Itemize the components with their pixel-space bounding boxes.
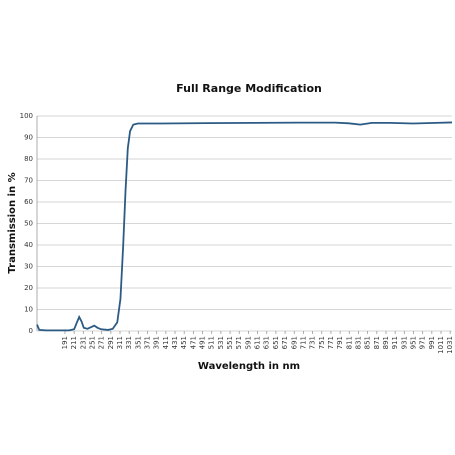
y-tick-label: 10 <box>24 306 33 314</box>
x-tick-label: 951 <box>409 336 417 349</box>
y-tick-label: 40 <box>24 241 33 249</box>
x-axis-title: Wavelength in nm <box>198 361 300 372</box>
x-tick-label: 691 <box>290 336 298 349</box>
x-tick-label: 871 <box>373 336 381 349</box>
x-tick-label: 431 <box>171 336 179 349</box>
x-tick-label: 291 <box>107 336 115 349</box>
x-tick-label: 651 <box>272 336 280 349</box>
y-tick-label: 90 <box>24 134 33 142</box>
x-tick-label: 731 <box>309 336 317 349</box>
y-tick-label: 100 <box>20 112 33 120</box>
x-tick-label: 491 <box>199 336 207 349</box>
x-tick-label: 711 <box>299 336 307 349</box>
x-tick-label: 391 <box>153 336 161 349</box>
x-tick-label: 371 <box>144 336 152 349</box>
x-tick-label: 311 <box>116 336 124 349</box>
line-series <box>36 121 453 332</box>
x-tick-label: 671 <box>281 336 289 349</box>
chart-title: Full Range Modification <box>176 82 322 95</box>
y-tick-label: 70 <box>24 177 33 185</box>
x-tick-label: 791 <box>336 336 344 349</box>
x-tick-label: 751 <box>318 336 326 349</box>
x-tick-label: 211 <box>70 336 78 349</box>
x-tick-label: 991 <box>428 336 436 349</box>
x-tick-label: 451 <box>180 336 188 349</box>
y-tick-label: 60 <box>24 198 33 206</box>
y-tick-label: 0 <box>29 327 33 335</box>
x-tick-label: 811 <box>345 336 353 349</box>
x-tick-label: 551 <box>226 336 234 349</box>
x-tick-label: 911 <box>391 336 399 349</box>
y-tick-label: 50 <box>24 220 33 228</box>
x-tick-label: 191 <box>61 336 69 349</box>
x-tick-label: 1011 <box>437 336 445 354</box>
y-tick-label: 30 <box>24 263 33 271</box>
x-tick-label: 931 <box>400 336 408 349</box>
x-tick-label: 251 <box>88 336 96 349</box>
y-axis-title: Transmission in % <box>7 172 18 273</box>
y-tick-label: 80 <box>24 155 33 163</box>
x-tick-label: 831 <box>354 336 362 349</box>
x-tick-label: 471 <box>189 336 197 349</box>
x-tick-label: 411 <box>162 336 170 349</box>
x-tick-label: 771 <box>327 336 335 349</box>
x-tick-label: 611 <box>254 336 262 349</box>
x-tick-label: 511 <box>208 336 216 349</box>
x-tick-label: 591 <box>244 336 252 349</box>
x-tick-label: 851 <box>364 336 372 349</box>
x-tick-label: 891 <box>382 336 390 349</box>
x-tick-label: 531 <box>217 336 225 349</box>
y-tick-label: 20 <box>24 284 33 292</box>
x-tick-label: 631 <box>263 336 271 349</box>
x-tick-label: 351 <box>134 336 142 349</box>
x-tick-label: 1031 <box>446 336 454 354</box>
x-tick-label: 231 <box>79 336 87 349</box>
x-tick-label: 971 <box>419 336 427 349</box>
x-tick-label: 571 <box>235 336 243 349</box>
x-tick-label: 271 <box>98 336 106 349</box>
x-tick-label: 331 <box>125 336 133 349</box>
